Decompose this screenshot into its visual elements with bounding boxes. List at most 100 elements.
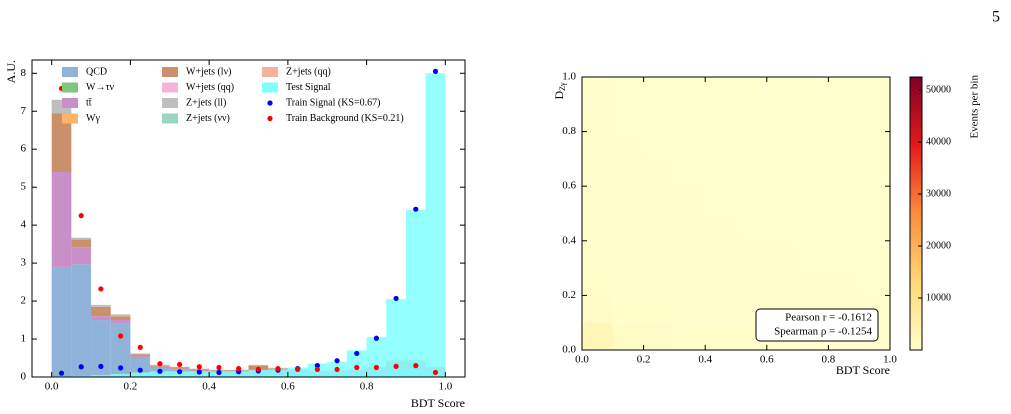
heat-cell <box>582 295 613 323</box>
heat-cell <box>736 104 767 132</box>
heat-cell <box>828 186 860 214</box>
legend-label: W→τν <box>86 82 114 93</box>
train-point <box>196 364 202 370</box>
heat-cell <box>766 104 798 132</box>
axes-frame <box>31 59 466 378</box>
stack-bar <box>110 314 131 317</box>
legend-label: W+jets (qq) <box>186 82 234 93</box>
heat-cell <box>643 131 675 159</box>
legend-label: W+jets (lν) <box>186 66 231 77</box>
signal-bar <box>268 369 288 377</box>
colorbar-tick-label: 40000 <box>926 136 951 147</box>
stack-bar <box>91 304 111 307</box>
legend-label: Train Signal (KS=0.67) <box>286 97 380 108</box>
y-tick-label: 0.6 <box>562 180 576 192</box>
heat-cell <box>797 104 829 132</box>
train-point <box>393 363 399 369</box>
heat-cell <box>582 131 613 159</box>
signal-bar <box>91 375 111 377</box>
stack-bar <box>91 306 111 317</box>
train-point <box>373 364 380 371</box>
stack-bar <box>71 247 92 265</box>
train-point <box>413 363 419 369</box>
page-number: 5 <box>992 9 1000 26</box>
y-axis-label: DZγ <box>552 82 567 100</box>
signal-bar <box>110 373 131 377</box>
stack-bar <box>248 364 269 366</box>
legend-swatch <box>62 67 78 77</box>
heat-cell <box>582 240 613 269</box>
legend-label: Wγ <box>86 113 100 124</box>
legend-marker <box>267 115 273 122</box>
heat-cell <box>582 104 613 132</box>
heat-cell <box>674 268 706 296</box>
legend-swatch <box>62 98 78 108</box>
x-tick-label: 0.2 <box>637 354 651 366</box>
x-tick-label: 0.6 <box>281 381 295 393</box>
heat-cell <box>582 322 613 350</box>
heat-cell <box>612 186 644 214</box>
axes-frame <box>581 76 891 351</box>
stack-bar <box>130 353 151 355</box>
heat-cell <box>736 213 767 241</box>
legend-label: Test Signal <box>286 82 331 93</box>
heat-cell <box>643 104 675 132</box>
heat-cell <box>828 268 860 296</box>
stack-bar <box>91 320 111 377</box>
stack-bar <box>130 356 151 359</box>
stack-bar <box>51 171 72 267</box>
legend-swatch <box>62 82 78 93</box>
heat-cell <box>705 295 736 323</box>
train-point <box>413 206 419 212</box>
legend-label: Z+jets (ll) <box>186 97 226 108</box>
heat-cell <box>643 322 675 350</box>
heat-cell <box>612 295 644 323</box>
heat-cell <box>736 268 767 296</box>
stack-bar <box>51 113 72 172</box>
heat-cell <box>736 158 767 187</box>
signal-bar <box>150 371 170 377</box>
heat-cell <box>643 213 675 241</box>
x-tick-label: 1.0 <box>438 381 452 393</box>
y-axis-label: A.U. <box>4 60 18 83</box>
train-point <box>98 286 104 292</box>
stack-bar <box>91 316 111 321</box>
heat-cell <box>859 131 890 159</box>
signal-bar <box>130 372 151 377</box>
train-point <box>334 358 340 364</box>
heat-cell <box>705 104 736 132</box>
heat-cell <box>828 240 860 269</box>
x-tick-label: 1.0 <box>883 354 897 366</box>
stack-bar <box>150 366 170 368</box>
heat-cell <box>797 131 829 159</box>
stack-bar <box>110 316 131 321</box>
y-tick-label: 0 <box>21 371 27 383</box>
heat-cell <box>797 186 829 214</box>
heat-cell <box>612 240 644 269</box>
heat-cell <box>612 104 644 132</box>
heat-cell <box>797 213 829 241</box>
y-tick-label: 3 <box>21 257 27 269</box>
signal-bar <box>71 375 92 377</box>
heat-cell <box>612 131 644 159</box>
train-point <box>216 364 222 371</box>
heat-cell <box>828 158 860 187</box>
legend-swatch <box>162 82 178 93</box>
heat-cell <box>859 104 890 132</box>
heat-cell <box>674 186 706 214</box>
stack-bar <box>51 266 72 377</box>
stack-bar <box>130 358 151 377</box>
heat-cell <box>736 131 767 159</box>
x-tick-label: 0.8 <box>360 381 374 393</box>
heat-cell <box>797 268 829 296</box>
heat-cell <box>705 268 736 296</box>
train-point <box>177 369 183 375</box>
heat-cell <box>766 240 798 269</box>
y-label-sub: Zγ <box>558 82 567 91</box>
heat-cell <box>643 295 675 323</box>
train-point <box>255 366 261 373</box>
heat-cell <box>766 158 798 187</box>
heat-cell <box>582 186 613 214</box>
y-tick-label: 7 <box>21 105 27 117</box>
